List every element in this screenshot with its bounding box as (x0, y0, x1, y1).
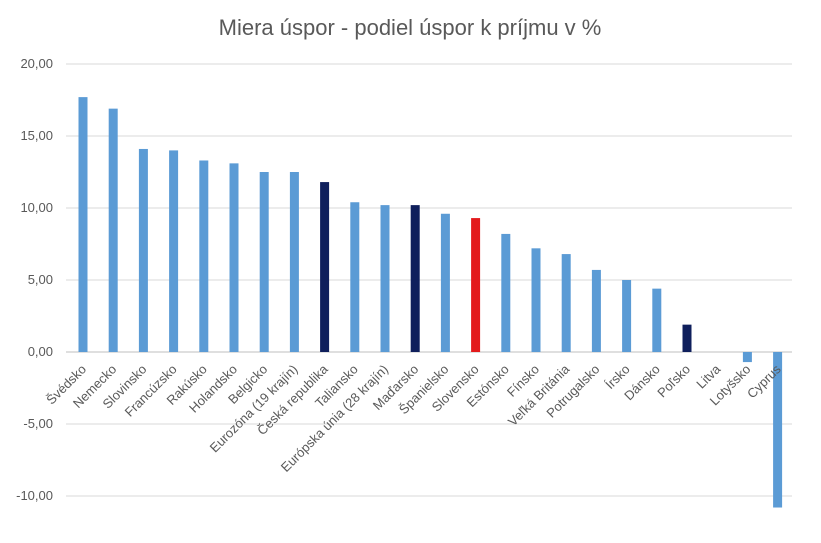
bar (78, 97, 88, 353)
y-tick-label: -10,00 (16, 488, 53, 503)
y-tick-label: 15,00 (20, 128, 53, 143)
bar (259, 172, 269, 352)
bar (199, 160, 209, 352)
bar (742, 352, 752, 363)
bar (622, 280, 632, 352)
grid-layer (66, 63, 792, 497)
bar (561, 254, 571, 352)
bar (320, 182, 330, 352)
bar (169, 150, 179, 352)
bar (229, 163, 239, 352)
bar (773, 352, 783, 508)
bar-layer (78, 97, 783, 508)
bar (591, 269, 601, 352)
bar (138, 148, 148, 352)
y-tick-label: 10,00 (20, 200, 53, 215)
bar (380, 205, 390, 352)
y-axis: 20,00 15,00 10,00 5,00 0,00 -5,00 -10,00 (16, 56, 53, 503)
bar (471, 218, 481, 352)
bar (410, 205, 420, 352)
y-tick-label: 5,00 (28, 272, 53, 287)
bar (682, 324, 692, 352)
y-tick-label: 0,00 (28, 344, 53, 359)
y-tick-label: -5,00 (23, 416, 53, 431)
bar (108, 108, 118, 352)
bar (652, 288, 662, 352)
bar (501, 233, 511, 352)
chart-title: Miera úspor - podiel úspor k príjmu v % (219, 15, 602, 40)
bar (531, 248, 541, 352)
x-tick-label: Poľsko (654, 362, 693, 401)
x-axis: ŠvédskoNemeckoSlovinskoFrancúzskoRakúsko… (43, 361, 784, 475)
bar (440, 213, 450, 352)
y-tick-label: 20,00 (20, 56, 53, 71)
bar (350, 202, 360, 352)
bar (289, 172, 299, 352)
